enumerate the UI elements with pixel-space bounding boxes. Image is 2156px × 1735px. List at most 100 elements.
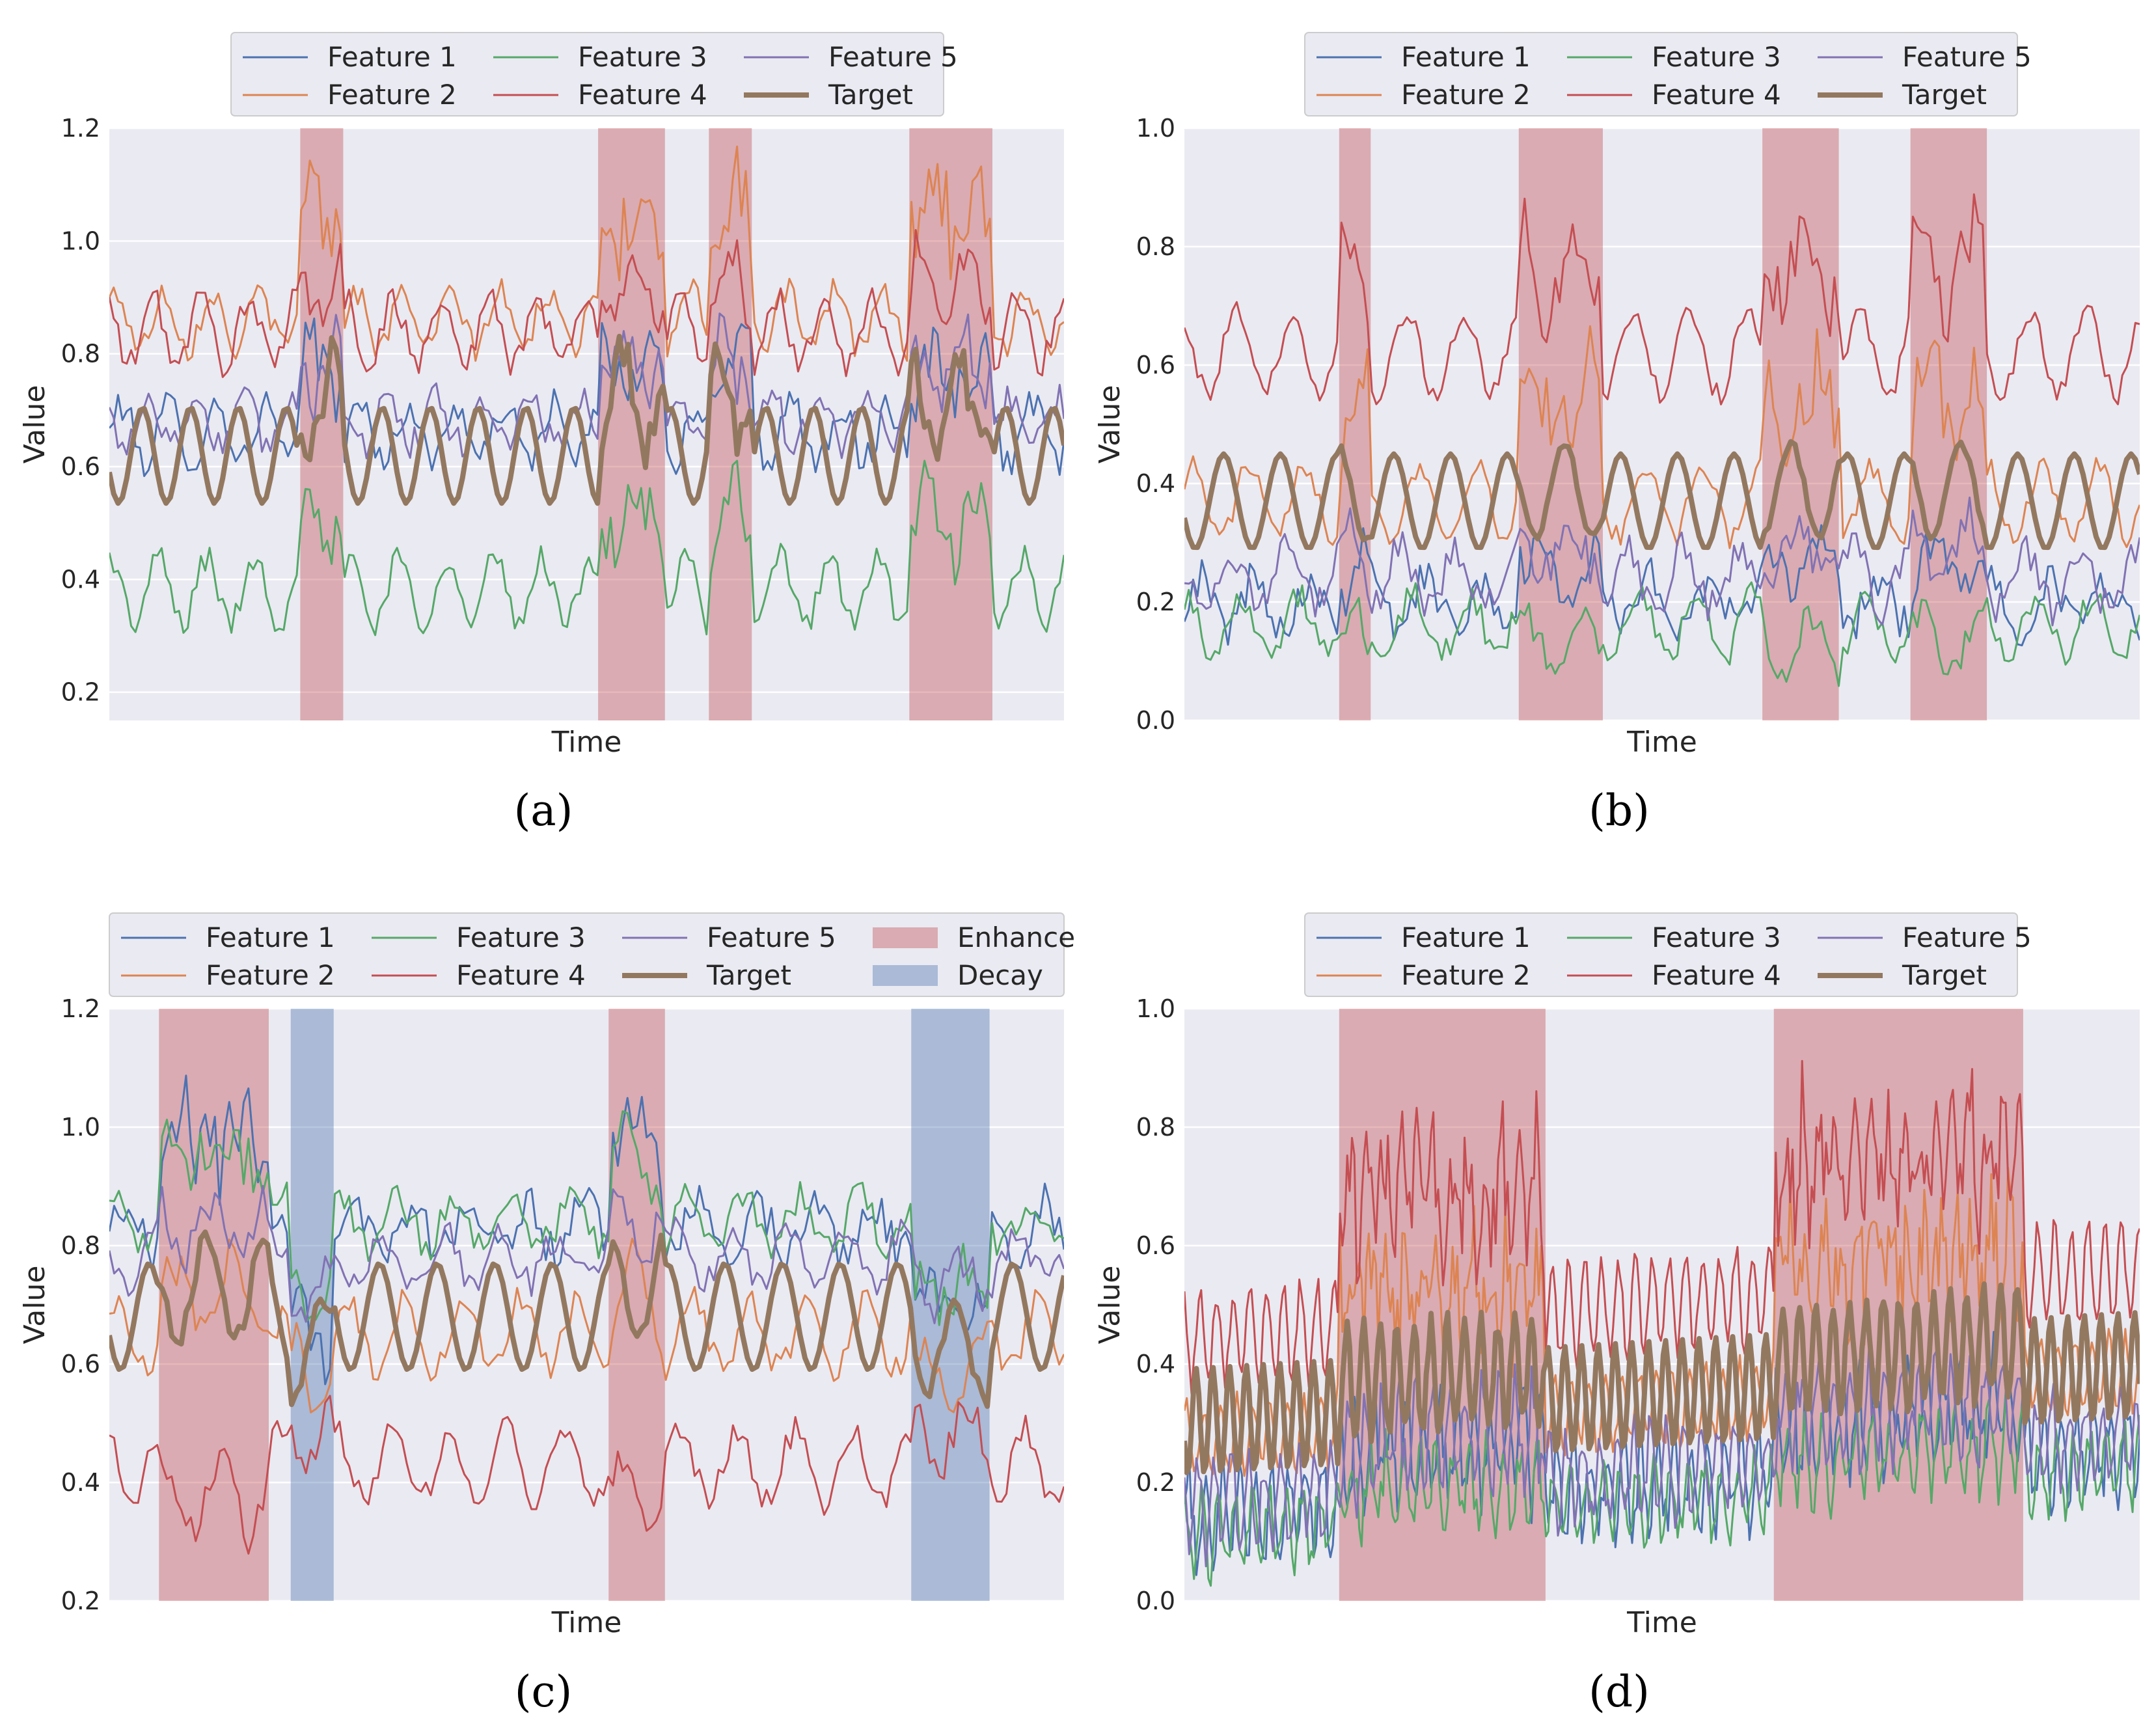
series-line-target	[109, 1229, 1064, 1409]
series-line-feature-5	[109, 312, 1064, 459]
series-line-feature-1	[1184, 524, 2140, 647]
legend-label: Feature 1	[206, 922, 335, 953]
y-tick-label: 0.2	[61, 678, 100, 707]
series-line-target	[109, 333, 1064, 506]
series-line-feature-2	[109, 1237, 1064, 1414]
y-axis-label: Value	[1093, 1266, 1126, 1345]
region-enhance	[1518, 128, 1603, 720]
legend-label: Feature 5	[828, 41, 958, 73]
legend-label: Feature 1	[1401, 922, 1531, 953]
y-tick-label: 0.2	[1136, 1468, 1175, 1497]
panel-caption: (b)	[1589, 786, 1650, 836]
region-decay	[290, 1009, 334, 1601]
y-axis-label: Value	[1093, 385, 1126, 464]
x-axis-label: Time	[551, 726, 622, 759]
legend-label: Feature 1	[327, 41, 457, 73]
y-tick-label: 0.4	[1136, 1350, 1175, 1378]
legend-label: Feature 1	[1401, 41, 1531, 73]
series-line-feature-4	[109, 229, 1064, 378]
legend-label: Enhance	[957, 922, 1075, 953]
series-line-feature-4	[1184, 193, 2140, 405]
legend-label: Feature 4	[1652, 79, 1781, 111]
plot-area	[109, 1009, 1064, 1601]
legend-label: Feature 2	[1401, 79, 1531, 111]
y-tick-label: 1.0	[61, 226, 100, 255]
series-line-feature-3	[109, 1110, 1064, 1326]
plot-area	[1184, 128, 2140, 720]
region-enhance	[159, 1009, 269, 1601]
series-line-feature-5	[109, 1184, 1064, 1324]
series-line-feature-5	[1184, 1342, 2140, 1568]
legend-patch-enhance	[873, 927, 938, 948]
y-tick-label: 1.0	[61, 1113, 100, 1141]
panel-caption: (c)	[515, 1667, 572, 1717]
legend-label: Feature 5	[707, 922, 836, 953]
series-line-target	[1184, 439, 2140, 551]
y-axis-label: Value	[18, 1266, 51, 1345]
y-tick-label: 0.6	[61, 452, 100, 481]
y-tick-label: 0.4	[1136, 469, 1175, 498]
series-line-feature-3	[1184, 581, 2140, 687]
series-line-target	[1184, 1281, 2140, 1475]
y-tick-label: 0.4	[61, 1468, 100, 1497]
panel-c: 0.2 0.4 0.6 0.8 1.0 1.2 Time Value Feature 1 Feat…	[18, 912, 1075, 1717]
legend-label: Feature 3	[1652, 922, 1781, 953]
panel-caption: (a)	[514, 786, 573, 836]
y-tick-label: 0.2	[1136, 588, 1175, 616]
y-tick-label: 0.6	[1136, 351, 1175, 379]
y-tick-label: 1.2	[61, 994, 100, 1023]
panel-caption: (d)	[1589, 1667, 1650, 1717]
series-line-feature-3	[109, 459, 1064, 636]
legend-patch-decay	[873, 965, 938, 986]
legend-label: Feature 3	[1652, 41, 1781, 73]
y-tick-label: 0.0	[1136, 1587, 1175, 1615]
y-tick-label: 0.2	[61, 1587, 100, 1615]
y-tick-label: 1.0	[1136, 994, 1175, 1023]
y-tick-label: 0.8	[61, 1231, 100, 1260]
y-tick-label: 1.0	[1136, 114, 1175, 143]
region-enhance	[1762, 128, 1839, 720]
y-tick-label: 0.6	[61, 1350, 100, 1378]
series-line-feature-4	[109, 1395, 1064, 1555]
series-line-feature-3	[1184, 1393, 2140, 1587]
x-axis-label: Time	[1626, 1606, 1697, 1639]
legend-label: Feature 4	[456, 959, 586, 991]
panel-b: 0.0 0.2 0.4 0.6 0.8 1.0 Time Value Feature 1 Feat…	[1093, 32, 2140, 836]
y-tick-label: 1.2	[61, 114, 100, 143]
legend-label: Feature 3	[456, 922, 586, 953]
legend-label: Target	[1902, 959, 1987, 991]
legend-label: Decay	[957, 959, 1043, 991]
y-axis-label: Value	[18, 385, 51, 464]
y-tick-label: 0.8	[1136, 232, 1175, 261]
series-line-feature-4	[1184, 1059, 2140, 1395]
region-enhance	[608, 1009, 665, 1601]
y-tick-label: 0.0	[1136, 706, 1175, 735]
legend-label: Feature 5	[1902, 41, 2032, 73]
series-line-feature-5	[1184, 497, 2140, 627]
region-enhance	[1339, 128, 1371, 720]
legend-label: Target	[1902, 79, 1987, 111]
legend-label: Target	[828, 79, 913, 111]
panel-d: 0.0 0.2 0.4 0.6 0.8 1.0 Time Value Feature 1 Feat…	[1093, 912, 2140, 1717]
legend-label: Target	[706, 959, 791, 991]
series-line-feature-1	[109, 317, 1064, 477]
series-line-feature-2	[109, 145, 1064, 362]
legend-label: Feature 2	[327, 79, 457, 111]
legend-label: Feature 3	[578, 41, 707, 73]
legend-label: Feature 4	[578, 79, 707, 111]
y-tick-label: 0.6	[1136, 1231, 1175, 1260]
legend-label: Feature 2	[206, 959, 335, 991]
y-tick-label: 0.4	[61, 565, 100, 594]
x-axis-label: Time	[551, 1606, 622, 1639]
panel-a: 0.2 0.4 0.6 0.8 1.0 1.2 Time Value Feature 1 Feat…	[18, 32, 1064, 836]
legend-label: Feature 2	[1401, 959, 1531, 991]
y-tick-label: 0.8	[61, 340, 100, 368]
x-axis-label: Time	[1626, 726, 1697, 759]
legend-box	[109, 912, 1065, 997]
series-line-feature-2	[1184, 1166, 2140, 1477]
legend-label: Feature 5	[1902, 922, 2032, 953]
y-tick-label: 0.8	[1136, 1113, 1175, 1141]
legend-label: Feature 4	[1652, 959, 1781, 991]
region-enhance	[1910, 128, 1987, 720]
